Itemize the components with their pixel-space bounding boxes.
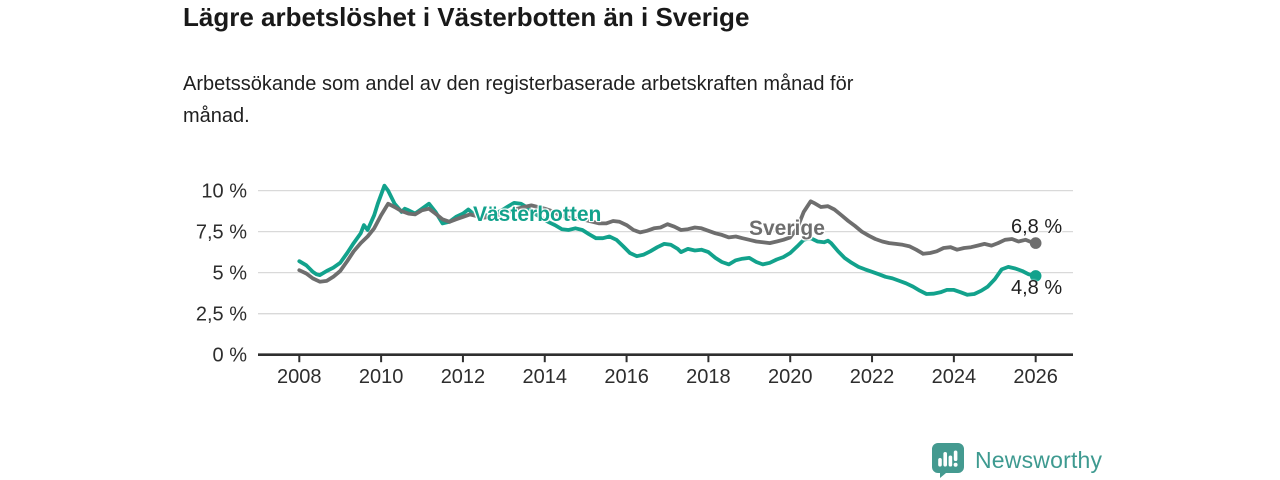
x-tick-label: 2018 — [686, 366, 731, 388]
x-tick-label: 2010 — [359, 366, 404, 388]
x-tick-label: 2016 — [604, 366, 649, 388]
series-line-v-sterbotten — [297, 183, 1038, 297]
x-tick-label: 2012 — [441, 366, 486, 388]
newsworthy-bar-chart-bubble-icon — [932, 443, 964, 478]
y-tick-label: 10 % — [201, 181, 247, 203]
newsworthy-wordmark: Newsworthy — [975, 446, 1103, 473]
page-title: Lägre arbetslöshet i Västerbotten än i S… — [183, 2, 750, 32]
series-line-sverige — [297, 199, 1038, 284]
x-tick-label: 2020 — [768, 366, 813, 388]
y-tick-label: 7,5 % — [196, 222, 247, 244]
y-tick-label: 2,5 % — [196, 304, 247, 326]
x-tick-label: 2024 — [932, 366, 977, 388]
y-tick-label: 0 % — [213, 345, 248, 367]
x-tick-label: 2014 — [523, 366, 568, 388]
newsworthy-logo[interactable]: Newsworthy — [931, 442, 1102, 478]
series-label-vasterbotten: Västerbotten — [473, 203, 602, 226]
chart-subtitle: Arbetssökande som andel av den registerb… — [183, 68, 853, 132]
x-tick-label: 2026 — [1013, 366, 1058, 388]
series-label-sverige: Sverige — [749, 217, 825, 240]
end-value-label-sverige: 6,8 % — [1011, 216, 1063, 238]
x-tick-label: 2008 — [277, 366, 322, 388]
series-end-dot-v-sterbotten — [1029, 270, 1042, 282]
x-tick-label: 2022 — [850, 366, 895, 388]
chart-subtitle-line1: Arbetssökande som andel av den registerb… — [183, 73, 854, 95]
end-value-label-vasterbotten: 4,8 % — [1011, 277, 1063, 299]
chart-subtitle-line2: månad. — [183, 105, 250, 127]
line-chart: 2008 2010 2012 2014 2016 2018 2020 2022 2024 2026… — [196, 181, 1073, 388]
series-end-dot-sverige — [1029, 237, 1042, 249]
y-tick-label: 5 % — [213, 263, 248, 285]
